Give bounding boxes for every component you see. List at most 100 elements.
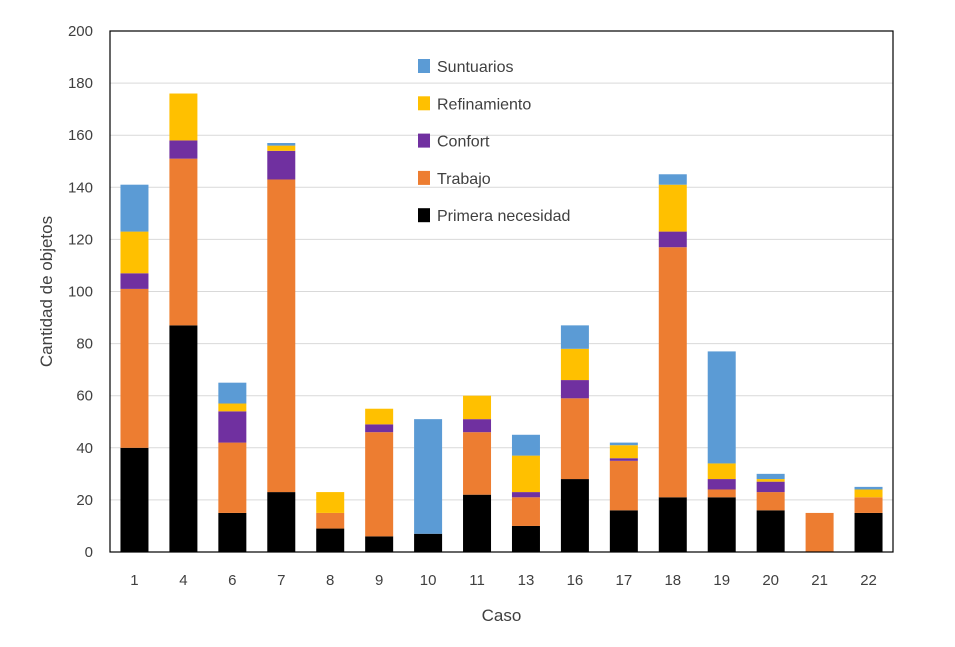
bar-segment-primera-necesidad-caso-19 xyxy=(707,497,736,552)
x-tick-label-1: 1 xyxy=(130,572,138,589)
x-tick-label-11: 11 xyxy=(469,572,485,589)
legend-swatch-primera-necesidad xyxy=(418,208,430,223)
bar-segment-trabajo-caso-19 xyxy=(707,489,736,498)
bar-segment-refinamiento-caso-20 xyxy=(756,479,785,482)
x-tick-label-20: 20 xyxy=(762,572,779,589)
y-tick-label-40: 40 xyxy=(76,440,93,457)
x-tick-label-18: 18 xyxy=(664,572,681,589)
bar-segment-refinamiento-caso-9 xyxy=(365,408,394,425)
bar-segment-primera-necesidad-caso-10 xyxy=(414,533,443,552)
bar-segment-refinamiento-caso-22 xyxy=(854,489,883,498)
bar-segment-suntuarios-caso-13 xyxy=(511,434,540,456)
bar-segment-refinamiento-caso-8 xyxy=(316,492,345,513)
bar-segment-trabajo-caso-13 xyxy=(511,497,540,526)
bar-segment-confort-caso-9 xyxy=(365,424,394,433)
bar-segment-suntuarios-caso-6 xyxy=(218,382,247,404)
bar-segment-primera-necesidad-caso-4 xyxy=(169,325,198,552)
bar-segment-refinamiento-caso-19 xyxy=(707,463,736,480)
bar-segment-trabajo-caso-9 xyxy=(365,432,394,537)
bar-segment-suntuarios-caso-17 xyxy=(609,442,638,446)
bar-segment-suntuarios-caso-22 xyxy=(854,486,883,490)
bar-segment-confort-caso-17 xyxy=(609,458,638,461)
x-tick-label-13: 13 xyxy=(518,572,535,589)
bar-segment-confort-caso-11 xyxy=(463,419,492,433)
bar-segment-trabajo-caso-8 xyxy=(316,512,345,529)
bar-segment-refinamiento-caso-13 xyxy=(511,455,540,493)
legend-label-primera-necesidad: Primera necesidad xyxy=(437,208,570,225)
bar-segment-confort-caso-6 xyxy=(218,411,247,443)
bar-segment-primera-necesidad-caso-18 xyxy=(658,497,687,552)
bar-segment-primera-necesidad-caso-8 xyxy=(316,528,345,552)
x-tick-label-17: 17 xyxy=(616,572,633,589)
bar-segment-confort-caso-16 xyxy=(560,380,589,399)
y-tick-label-160: 160 xyxy=(68,127,93,144)
y-tick-label-140: 140 xyxy=(68,179,93,196)
bar-segment-primera-necesidad-caso-22 xyxy=(854,512,883,552)
bar-segment-trabajo-caso-16 xyxy=(560,398,589,480)
bar-segment-trabajo-caso-18 xyxy=(658,247,687,498)
y-tick-label-180: 180 xyxy=(68,75,93,92)
bar-segment-suntuarios-caso-1 xyxy=(120,184,149,232)
y-axis-title: Cantidad de objetos xyxy=(37,216,56,367)
plot-frame xyxy=(109,30,894,553)
legend-swatch-trabajo xyxy=(418,170,430,185)
bar-segment-suntuarios-caso-20 xyxy=(756,473,785,480)
y-tick-label-60: 60 xyxy=(76,388,93,405)
x-tick-label-4: 4 xyxy=(179,572,187,589)
bar-segment-refinamiento-caso-4 xyxy=(169,93,198,141)
bar-segment-suntuarios-caso-7 xyxy=(267,143,296,146)
x-tick-label-9: 9 xyxy=(375,572,383,589)
bar-segment-refinamiento-caso-7 xyxy=(267,145,296,151)
bar-segment-suntuarios-caso-16 xyxy=(560,325,589,349)
bars xyxy=(120,93,883,552)
x-tick-label-6: 6 xyxy=(228,572,236,589)
bar-segment-trabajo-caso-7 xyxy=(267,179,296,493)
bar-segment-refinamiento-caso-11 xyxy=(463,395,492,420)
bar-segment-trabajo-caso-4 xyxy=(169,158,198,326)
bar-segment-primera-necesidad-caso-6 xyxy=(218,512,247,552)
bar-segment-primera-necesidad-caso-16 xyxy=(560,479,589,552)
bar-segment-suntuarios-caso-19 xyxy=(707,351,736,464)
y-axis-ticks: 0 20 40 60 80 100 120 140 160 180 200 xyxy=(68,23,93,561)
bar-segment-refinamiento-caso-18 xyxy=(658,184,687,232)
bar-segment-refinamiento-caso-17 xyxy=(609,445,638,459)
x-tick-label-19: 19 xyxy=(713,572,730,589)
bar-segment-trabajo-caso-21 xyxy=(805,512,834,552)
bar-segment-refinamiento-caso-6 xyxy=(218,403,247,412)
legend-label-confort: Confort xyxy=(437,134,490,151)
bar-segment-refinamiento-caso-1 xyxy=(120,231,149,274)
x-tick-label-22: 22 xyxy=(860,572,877,589)
x-axis-ticks: 1 4 6 7 8 9 10 11 13 16 17 18 19 20 21 22 xyxy=(130,572,877,589)
legend: Suntuarios Refinamiento Confort Trabajo Prim… xyxy=(418,59,570,225)
bar-segment-trabajo-caso-6 xyxy=(218,442,247,513)
legend-label-suntuarios: Suntuarios xyxy=(437,59,514,76)
bar-segment-primera-necesidad-caso-7 xyxy=(267,492,296,552)
bar-segment-trabajo-caso-1 xyxy=(120,288,149,448)
x-tick-label-7: 7 xyxy=(277,572,285,589)
y-tick-label-20: 20 xyxy=(76,492,93,509)
bar-segment-confort-caso-13 xyxy=(511,492,540,498)
x-axis-title: Caso xyxy=(482,606,522,625)
bar-segment-primera-necesidad-caso-20 xyxy=(756,510,785,552)
bar-segment-trabajo-caso-22 xyxy=(854,497,883,513)
bar-segment-primera-necesidad-caso-9 xyxy=(365,536,394,552)
x-tick-label-8: 8 xyxy=(326,572,334,589)
bar-segment-confort-caso-18 xyxy=(658,231,687,248)
bar-segment-trabajo-caso-17 xyxy=(609,460,638,511)
legend-swatch-confort xyxy=(418,133,430,148)
legend-label-trabajo: Trabajo xyxy=(437,171,491,188)
bar-segment-confort-caso-4 xyxy=(169,140,198,159)
bar-segment-confort-caso-19 xyxy=(707,479,736,490)
x-tick-label-10: 10 xyxy=(420,572,437,589)
bar-segment-confort-caso-7 xyxy=(267,150,296,180)
legend-label-refinamiento: Refinamiento xyxy=(437,96,531,113)
bar-segment-primera-necesidad-caso-17 xyxy=(609,510,638,552)
legend-swatch-refinamiento xyxy=(418,96,430,111)
bar-segment-suntuarios-caso-10 xyxy=(414,419,443,534)
bar-segment-confort-caso-1 xyxy=(120,273,149,289)
bar-segment-primera-necesidad-caso-11 xyxy=(463,494,492,552)
y-tick-label-120: 120 xyxy=(68,231,93,248)
bar-segment-confort-caso-20 xyxy=(756,481,785,493)
bar-segment-refinamiento-caso-16 xyxy=(560,348,589,381)
